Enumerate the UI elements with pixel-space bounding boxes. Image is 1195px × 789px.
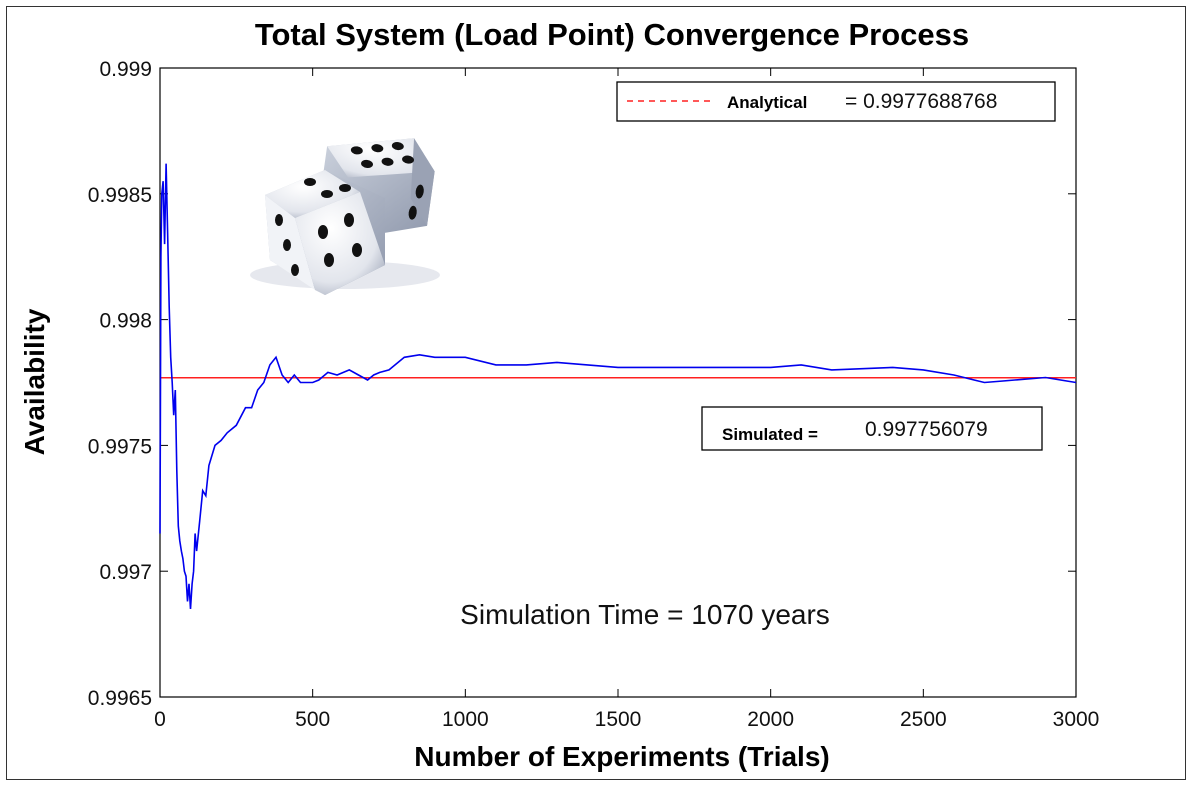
- x-tick-label: 500: [295, 708, 330, 731]
- x-tick-label: 0: [154, 708, 166, 731]
- x-tick-label: 2000: [747, 708, 794, 731]
- legend-simulated-value: 0.997756079: [865, 418, 988, 441]
- y-tick-label: 0.9965: [88, 687, 152, 710]
- simulation-time-annotation: Simulation Time = 1070 years: [460, 599, 830, 630]
- y-tick-label: 0.997: [99, 561, 152, 584]
- legend-simulated-label: Simulated =: [722, 425, 818, 444]
- y-tick-label: 0.9985: [88, 184, 152, 207]
- y-tick-label: 0.998: [99, 310, 152, 333]
- y-tick-label: 0.9975: [88, 435, 152, 458]
- x-tick-label: 1000: [442, 708, 489, 731]
- simulated-line: [159, 163, 1077, 609]
- x-tick-label: 3000: [1053, 708, 1100, 731]
- x-tick-label: 1500: [595, 708, 642, 731]
- chart-title: Total System (Load Point) Convergence Pr…: [255, 17, 969, 52]
- simulated-legend: Simulated = 0.997756079: [701, 406, 1043, 451]
- axis-ticks: 0 500 1000 1500 2000 2500 3000 0.9965 0.997 0.997…: [88, 58, 1100, 731]
- x-axis-label: Number of Experiments (Trials): [414, 741, 829, 772]
- legend-analytical-label: Analytical: [727, 93, 807, 112]
- legend-analytical-value: = 0.9977688768: [845, 90, 997, 113]
- y-axis-label: Availability: [19, 308, 50, 455]
- dice-icon: [250, 138, 440, 295]
- x-tick-label: 2500: [900, 708, 947, 731]
- y-tick-label: 0.999: [99, 58, 152, 81]
- analytical-legend: Analytical = 0.9977688768: [616, 81, 1056, 122]
